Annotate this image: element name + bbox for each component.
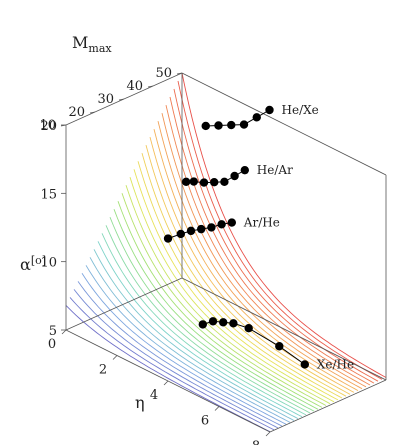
bounding-box	[60, 72, 387, 437]
surface-curve	[137, 161, 343, 399]
surface-curve	[165, 104, 371, 386]
box-edge	[181, 277, 387, 381]
surface-curve	[65, 305, 271, 433]
surface-curve	[81, 273, 287, 425]
surface-curve	[73, 289, 279, 429]
data-point	[210, 178, 219, 187]
eta-tick	[214, 406, 220, 411]
eta-tick	[163, 380, 169, 386]
mmax-tick-label: 20	[68, 105, 85, 120]
data-point	[186, 226, 196, 236]
data-point	[198, 320, 207, 329]
mmax-tick	[89, 111, 96, 114]
data-point	[219, 318, 228, 327]
data-point	[230, 171, 239, 181]
surface-curve	[109, 217, 315, 412]
surface-curve	[101, 233, 307, 416]
data-point	[252, 113, 261, 122]
surface-curve	[113, 209, 319, 410]
mmax-tick	[118, 98, 125, 101]
data-point	[208, 317, 218, 326]
eta-tick-label: 4	[150, 388, 158, 403]
surface-curve	[121, 193, 327, 406]
data-point	[163, 234, 173, 243]
series-label: He/Ar	[257, 163, 293, 177]
data-series	[163, 105, 309, 369]
alpha-axis-superscript: [o]	[31, 254, 46, 267]
eta-tick	[112, 355, 118, 360]
mmax-axis-subscript: max	[88, 42, 112, 55]
series-xe-he	[198, 317, 309, 369]
data-point	[201, 121, 210, 131]
data-point	[207, 223, 216, 232]
data-point	[239, 120, 249, 129]
data-point	[176, 229, 185, 239]
mmax-tick-label: 40	[126, 79, 143, 94]
data-point	[227, 120, 236, 130]
mmax-tick	[176, 72, 183, 75]
mmax-axis-title: Mmax	[72, 33, 112, 55]
series-label: He/Xe	[282, 103, 319, 117]
alpha-tick-label: 20	[40, 119, 57, 134]
data-point	[181, 177, 191, 187]
data-point	[227, 218, 236, 227]
box-edge	[269, 379, 387, 433]
data-point	[240, 165, 249, 175]
data-point	[197, 224, 206, 234]
mmax-tick	[147, 85, 154, 88]
data-point	[189, 177, 198, 186]
data-point	[229, 319, 238, 328]
surface-curve	[169, 96, 375, 384]
box-edge	[181, 72, 387, 176]
surface-curve	[129, 177, 335, 403]
surface-curve	[181, 72, 387, 378]
surface-curve	[85, 265, 291, 423]
eta-axis-title: η	[135, 393, 145, 412]
eta-tick-label: 2	[99, 363, 107, 378]
data-point	[244, 324, 253, 333]
mmax-tick-label: 10	[39, 118, 56, 133]
alpha-tick-label: 10	[40, 256, 57, 271]
surface	[65, 72, 387, 433]
box-edge	[65, 277, 183, 331]
series-ar-he	[163, 218, 236, 243]
alpha-tick-label: 15	[40, 187, 57, 202]
eta-tick	[265, 431, 271, 437]
eta-tick-label: 8	[252, 439, 260, 445]
mmax-tick-label: 50	[155, 66, 172, 81]
surface-curve	[177, 80, 383, 380]
data-point	[214, 121, 223, 130]
series-label: Xe/He	[317, 357, 354, 371]
data-point	[300, 360, 309, 369]
surface-curve	[69, 297, 275, 431]
data-point	[265, 105, 274, 115]
data-point	[199, 178, 209, 187]
surface-curve	[173, 88, 379, 382]
eta-tick-label: 6	[201, 414, 209, 429]
data-point	[220, 177, 229, 187]
surface-curve	[133, 169, 339, 401]
mmax-tick-label: 30	[97, 92, 114, 107]
surface-curve	[93, 249, 299, 419]
surface-curve	[141, 152, 347, 397]
surface-curve	[97, 241, 303, 418]
axis-labels: 0246810203040505101520ηMmaxα[o]He/XeHe/A…	[20, 33, 354, 445]
data-point	[275, 342, 284, 351]
series-label: Ar/He	[243, 216, 280, 230]
series-he-xe	[201, 105, 274, 131]
series-he-ar	[181, 165, 249, 187]
eta-tick	[61, 329, 67, 335]
eta-tick-label: 0	[48, 337, 56, 352]
surface-curve	[125, 185, 331, 405]
surface-curve	[89, 257, 295, 421]
surface-curve	[161, 112, 367, 388]
surface-curve	[117, 201, 323, 408]
alpha-tick-label: 5	[49, 324, 57, 339]
surface-curve	[157, 120, 363, 390]
surface-curve	[77, 281, 283, 427]
surface-curve	[105, 225, 311, 414]
alpha-axis-title: α[o]	[20, 254, 46, 274]
data-point	[217, 220, 226, 229]
